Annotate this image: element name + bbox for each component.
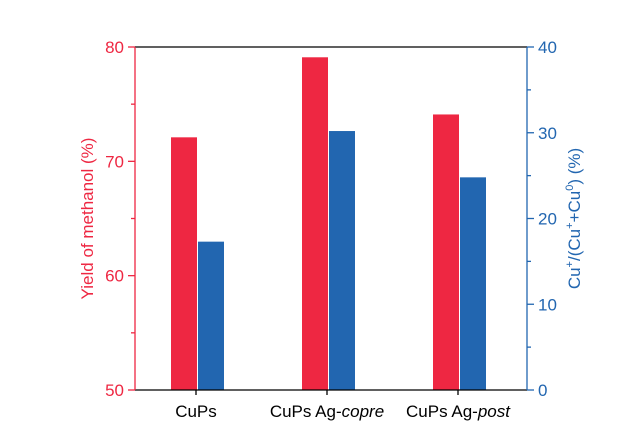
bar-cu-ratio-0 (198, 241, 224, 390)
right-tick-label: 40 (538, 38, 557, 57)
bar-cu-ratio-2 (460, 177, 486, 390)
left-tick-label: 60 (105, 267, 124, 286)
left-tick-label: 80 (105, 38, 124, 57)
bar-methanol-yield-1 (302, 57, 328, 390)
bar-methanol-yield-2 (433, 114, 459, 390)
right-axis-title-part: Cu (565, 267, 584, 289)
right-axis-title-superscript: + (564, 222, 576, 228)
right-axis-title-superscript: 0 (564, 185, 576, 191)
right-tick-label: 0 (538, 381, 547, 400)
x-tick-label: CuPs (175, 402, 217, 421)
x-tick-label-text: CuPs Ag- (270, 402, 342, 421)
right-axis-title-part: /(Cu (565, 229, 584, 261)
bar-cu-ratio-1 (329, 131, 355, 390)
right-tick-label: 20 (538, 210, 557, 229)
bar-methanol-yield-0 (171, 137, 197, 390)
right-axis-title-part: ) (%) (565, 148, 584, 185)
left-tick-label: 70 (105, 152, 124, 171)
right-tick-label: 10 (538, 295, 557, 314)
right-axis-title-part: +Cu (565, 191, 584, 223)
x-tick-label-text: CuPs Ag- (406, 402, 478, 421)
right-axis-title-superscript: + (564, 261, 576, 267)
x-tick-label-italic: copre (342, 402, 385, 421)
x-tick-label-italic: post (477, 402, 511, 421)
x-tick-label-text: CuPs (175, 402, 217, 421)
left-axis-title: Yield of methanol (%) (78, 138, 97, 300)
right-axis-title: Cu+/(Cu++Cu0) (%) (564, 148, 584, 289)
left-tick-label: 50 (105, 381, 124, 400)
x-tick-label: CuPs Ag-post (406, 402, 511, 421)
x-tick-label: CuPs Ag-copre (270, 402, 384, 421)
right-tick-label: 30 (538, 124, 557, 143)
